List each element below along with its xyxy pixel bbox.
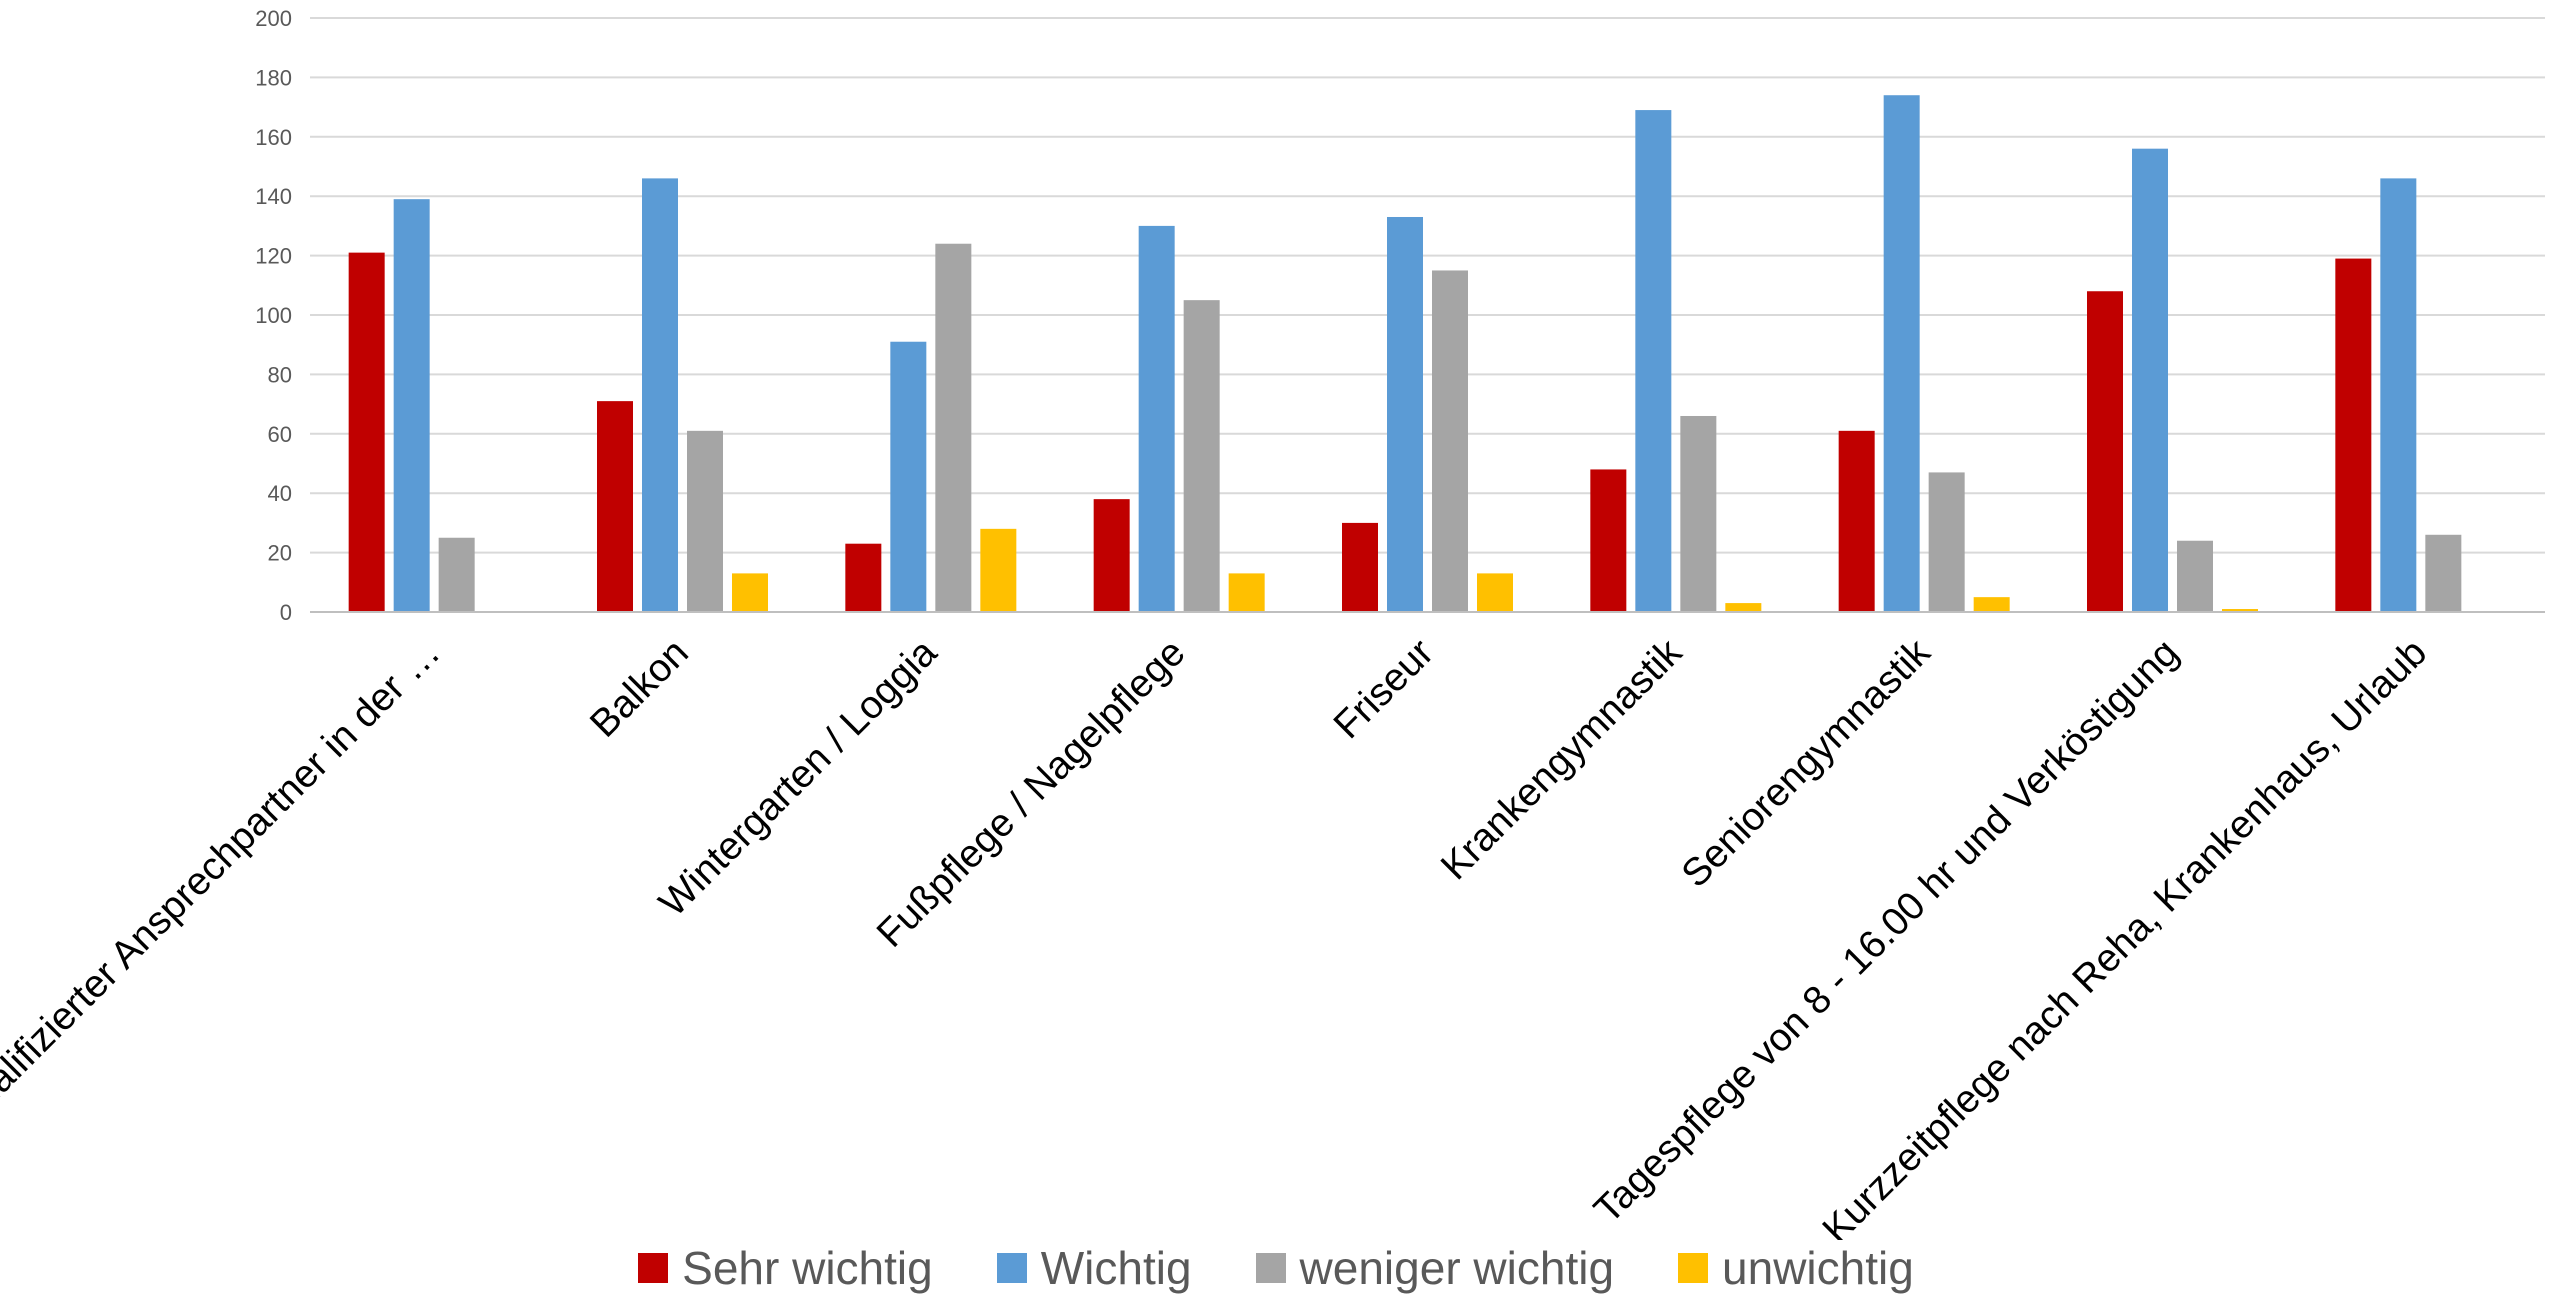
y-tick-label: 120	[255, 244, 292, 269]
x-category-label: Krankengymnastik	[1433, 631, 1691, 889]
x-category-label: Wintergarten / Loggia	[651, 631, 945, 925]
bar	[1093, 499, 1130, 612]
bar	[1477, 573, 1513, 612]
bar	[980, 528, 1017, 612]
y-tick-label: 200	[255, 6, 292, 31]
bar	[438, 537, 475, 612]
legend-swatch	[1255, 1252, 1286, 1283]
legend: Sehr wichtig Wichtig weniger wichtig unw…	[0, 1240, 2552, 1295]
bar	[1228, 573, 1265, 612]
bar	[2087, 291, 2123, 612]
bar-chart-plot: 0 20 40 60 80 100 120 140 160 180 200 Qualifiziert…	[0, 6, 2545, 1240]
bar	[2425, 534, 2462, 612]
x-category-label: Qualifizierter Ansprechpartner in der …	[0, 631, 449, 1138]
bar	[1680, 415, 1717, 612]
y-tick-label: 100	[255, 303, 292, 328]
bar	[1725, 603, 1762, 612]
y-tick-label: 40	[268, 481, 292, 506]
y-tick-label: 80	[268, 362, 292, 387]
bar	[1138, 225, 1175, 612]
bar	[890, 341, 927, 612]
y-tick-label: 160	[255, 125, 292, 150]
legend-label: Wichtig	[1040, 1241, 1192, 1294]
bar	[2222, 609, 2258, 612]
legend-label: Sehr wichtig	[682, 1241, 933, 1294]
y-tick-label: 140	[255, 184, 292, 209]
bar	[1342, 522, 1378, 612]
bar	[935, 243, 972, 612]
bar	[1838, 430, 1875, 612]
bar	[2380, 178, 2417, 612]
bar	[393, 199, 430, 613]
y-tick-label: 60	[268, 422, 292, 447]
bar	[1387, 216, 1423, 613]
y-tick-label: 20	[268, 541, 292, 566]
bar	[642, 178, 678, 612]
bars	[348, 95, 2462, 613]
bar	[1883, 95, 1920, 613]
y-tick-label: 0	[280, 600, 292, 625]
bar	[2335, 258, 2372, 612]
x-category-label: Tagespflege von 8 - 16.00 hr und Verköst…	[1586, 631, 2187, 1232]
bar	[1183, 300, 1220, 612]
legend-swatch	[638, 1252, 669, 1283]
gridlines	[310, 17, 2545, 554]
legend-item-unwichtig: unwichtig	[1678, 1245, 1914, 1291]
bar	[1973, 597, 2010, 612]
bar	[845, 543, 882, 612]
bar	[2132, 148, 2168, 612]
bar	[348, 252, 385, 612]
bar	[597, 401, 633, 612]
bar	[1590, 469, 1627, 612]
bar	[1635, 110, 1672, 612]
x-category-label: Balkon	[582, 631, 697, 746]
y-axis-ticks: 0 20 40 60 80 100 120 140 160 180 200	[255, 6, 292, 625]
legend-label: unwichtig	[1722, 1241, 1914, 1294]
bar	[687, 430, 723, 612]
y-tick-label: 180	[255, 65, 292, 90]
bar	[2177, 540, 2213, 612]
bar	[1928, 472, 1965, 612]
legend-item-sehr-wichtig: Sehr wichtig	[638, 1245, 933, 1291]
x-category-label: Friseur	[1326, 631, 1442, 747]
x-category-label: Seniorengymnastik	[1674, 631, 1939, 896]
legend-item-weniger-wichtig: weniger wichtig	[1255, 1241, 1615, 1294]
legend-label: weniger wichtig	[1299, 1241, 1615, 1294]
legend-swatch	[1678, 1252, 1709, 1283]
legend-swatch	[996, 1252, 1027, 1283]
category-labels: Qualifizierter Ansprechpartner in der … B…	[0, 631, 2435, 1240]
bar	[732, 573, 768, 612]
bar	[1432, 270, 1468, 612]
legend-item-wichtig: Wichtig	[996, 1241, 1192, 1294]
